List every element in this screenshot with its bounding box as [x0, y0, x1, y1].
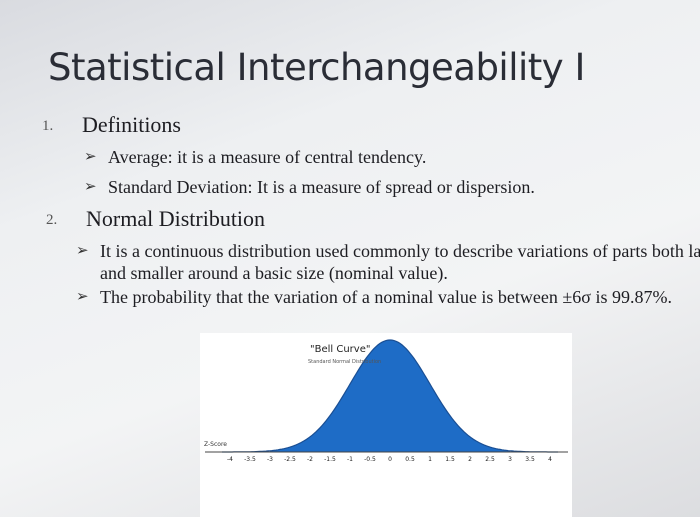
curve-line [222, 339, 558, 453]
z-score-label: -0.5 [364, 456, 376, 463]
z-score-labels: -4 -3.5 -3 -2.5 -2 -1.5 -1 -0.5 0 0.5 1 1.5 2 2.5 3 3.5… [227, 456, 552, 463]
z-score-label: 0.5 [405, 456, 415, 463]
section-heading: Definitions [82, 112, 181, 137]
z-score-label: -3.5 [244, 456, 256, 463]
z-score-label: 2.5 [485, 456, 495, 463]
z-score-label: 3 [508, 456, 512, 463]
z-score-label: -3 [267, 456, 273, 463]
curve-area [270, 340, 510, 452]
z-score-label: 3.5 [525, 456, 535, 463]
z-score-label: 1.5 [445, 456, 455, 463]
z-score-label: 2 [468, 456, 472, 463]
z-score-label: 1 [428, 456, 432, 463]
figure-title: "Bell Curve" [310, 344, 370, 355]
z-score-label: -2 [307, 456, 313, 463]
list-item: Standard Deviation: It is a measure of s… [84, 176, 535, 198]
z-score-label: 0 [388, 456, 392, 463]
list-item: It is a continuous distribution used com… [76, 240, 700, 284]
axis-label: Z-Score [204, 441, 227, 448]
section-number: 2. [46, 212, 58, 228]
slide-title: Statistical Interchangeability I [48, 46, 585, 89]
section-number: 1. [42, 118, 54, 134]
z-score-label: -1 [347, 456, 353, 463]
z-score-label: -4 [227, 456, 233, 463]
list-item: The probability that the variation of a … [76, 286, 700, 308]
list-item: Average: it is a measure of central tend… [84, 146, 426, 168]
z-score-label: -2.5 [284, 456, 296, 463]
section-heading: Normal Distribution [86, 206, 266, 231]
z-score-label: -1.5 [324, 456, 336, 463]
figure-subtitle: Standard Normal Distribution [308, 359, 381, 365]
z-score-label: 4 [548, 456, 552, 463]
